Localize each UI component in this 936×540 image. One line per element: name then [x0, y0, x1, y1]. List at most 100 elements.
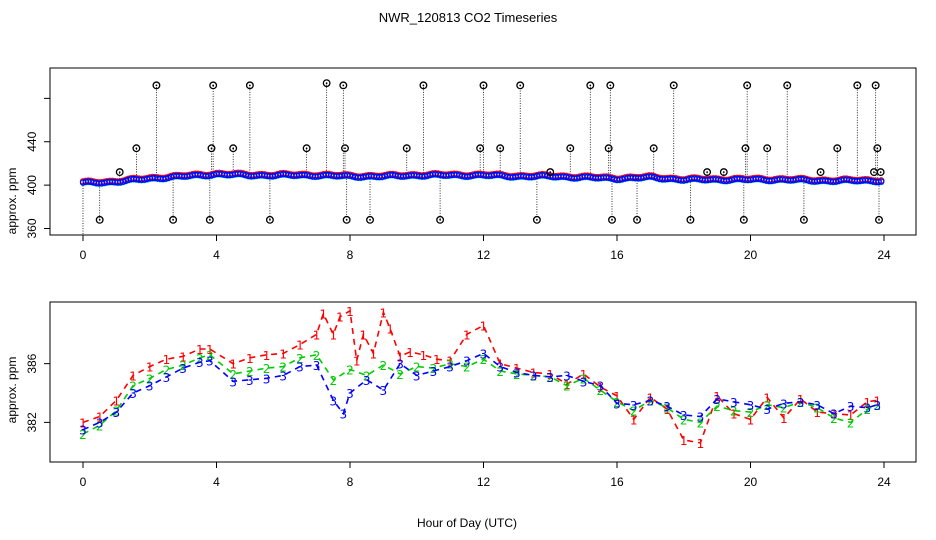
series-2-label: 2: [713, 400, 721, 414]
baseline-point: [119, 178, 127, 185]
spike-point: [402, 144, 411, 153]
spike-point: [719, 168, 728, 177]
spike-point: [342, 215, 351, 224]
bottom-y-axis: 382 386: [25, 353, 51, 432]
series-3-label: 3: [413, 369, 421, 383]
series-1-label: 1: [630, 413, 638, 427]
series-3-label: 3: [313, 359, 321, 373]
spike-point: [132, 144, 141, 153]
series-2-label: 2: [813, 402, 821, 416]
series-3-label: 3: [546, 371, 554, 385]
series-2-label: 2: [296, 352, 304, 366]
baseline-point: [875, 178, 882, 186]
top-plot-area: [79, 79, 885, 235]
x-tick-label: 8: [347, 475, 354, 489]
series-3-label: 3: [206, 355, 214, 369]
spike-point-center: [98, 218, 101, 221]
x-tick-label: 24: [877, 475, 891, 489]
spike-point-center: [208, 218, 211, 221]
series-3-label: 3: [713, 393, 721, 407]
spike-point: [649, 144, 658, 153]
spike-point-center: [369, 218, 371, 221]
x-tick-label: 16: [610, 248, 624, 262]
series-2-label: 2: [346, 364, 354, 378]
x-tick-label: 20: [744, 248, 758, 262]
spike-point: [871, 81, 880, 90]
series-3-label: 3: [613, 397, 621, 411]
spike-point-center: [878, 218, 880, 221]
series-3-label: 3: [563, 369, 571, 383]
spike-point: [875, 215, 883, 224]
series-1-label: 1: [747, 413, 755, 427]
series-3-line: [82, 352, 878, 431]
top-y-axis: 360 400 440: [25, 97, 51, 239]
series-1-label: 1: [346, 305, 354, 319]
series-3-label: 3: [96, 416, 104, 430]
spike-point: [496, 144, 505, 153]
series-1-label: 1: [79, 416, 87, 430]
spike-point: [532, 215, 541, 224]
y-tick-label: 386: [25, 353, 39, 373]
spike-point-center: [212, 84, 215, 87]
spike-point: [816, 168, 825, 177]
spike-point: [245, 81, 254, 90]
spike-point: [763, 144, 772, 153]
series-1-label: 1: [433, 353, 441, 367]
series-3-label: 3: [496, 361, 504, 375]
series-2-label: 2: [797, 396, 805, 410]
series-3-label: 3: [680, 409, 688, 423]
spike-point-center: [172, 218, 175, 221]
spike-point-center: [876, 147, 879, 150]
spike-point-center: [744, 147, 747, 150]
series-2-label: 2: [413, 361, 421, 375]
series-3-label: 3: [430, 365, 438, 379]
series-1-label: 1: [863, 396, 871, 410]
series-1-label: 1: [730, 408, 738, 422]
series-2-label: 2: [279, 361, 287, 375]
spike-point: [669, 81, 678, 90]
spike-point: [606, 81, 615, 90]
spike-point-center: [766, 147, 769, 150]
series-1-label: 1: [163, 353, 171, 367]
x-tick-label: 20: [744, 475, 758, 489]
spike-point-center: [248, 84, 251, 87]
spike-point-center: [344, 147, 346, 150]
baseline-point: [165, 174, 172, 182]
series-1-label: 1: [663, 403, 671, 417]
spike-point-center: [607, 147, 610, 150]
spike-point-center: [611, 218, 613, 221]
series-1-label: 1: [680, 434, 688, 448]
series-3-label: 3: [396, 358, 404, 372]
series-2-line: [82, 353, 878, 435]
series-1-label: 1: [336, 311, 344, 325]
spike-point-center: [232, 147, 235, 150]
series-2-label: 2: [480, 353, 488, 367]
series-2-label: 2: [196, 352, 204, 366]
series-1-label: 1: [206, 343, 214, 357]
series-2-label: 2: [513, 368, 521, 382]
series-3-label: 3: [340, 408, 348, 422]
series-1-label: 1: [380, 306, 388, 320]
series-2-label: 2: [396, 368, 404, 382]
series-1-label: 1: [530, 366, 538, 380]
series-1-label: 1: [296, 339, 304, 353]
series-3-label: 3: [380, 384, 388, 398]
spike-point-center: [118, 171, 121, 174]
series-3-label: 3: [813, 399, 821, 413]
spike-point: [566, 144, 575, 153]
series-1-label: 1: [697, 437, 705, 451]
series-2-label: 2: [446, 358, 454, 372]
spike-point-center: [155, 84, 158, 87]
series-2-label: 2: [596, 384, 604, 398]
series-2-label: 2: [380, 359, 388, 373]
series-2-label: 2: [179, 359, 187, 373]
spike-point-center: [746, 84, 749, 87]
baseline-point: [878, 178, 885, 185]
spike-point: [229, 144, 238, 153]
series-2-label: 2: [229, 368, 237, 382]
spike-point-center: [345, 218, 348, 221]
baseline-point: [499, 172, 506, 179]
spike-point: [341, 144, 349, 153]
series-2-label: 2: [780, 402, 788, 416]
series-2-label: 2: [874, 399, 882, 413]
